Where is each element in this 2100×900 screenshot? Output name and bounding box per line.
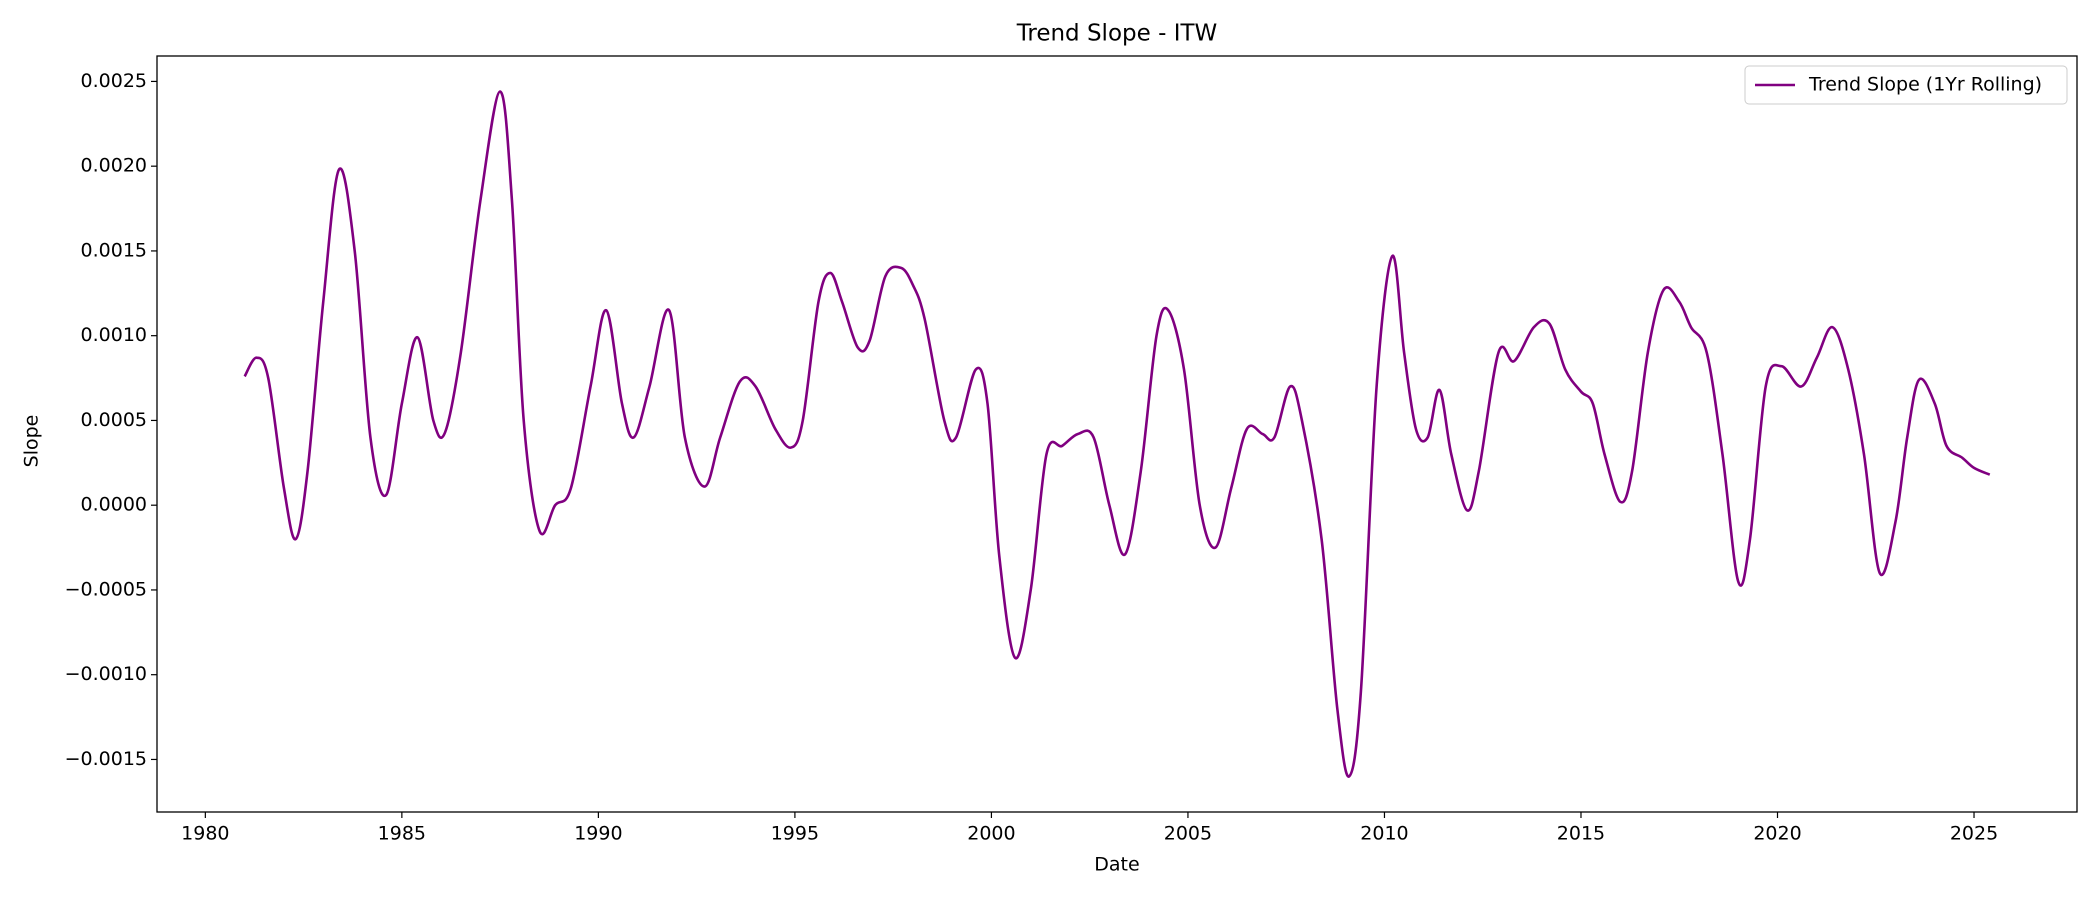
y-tick-label: −0.0005 xyxy=(65,578,147,600)
y-tick-label: −0.0015 xyxy=(65,748,147,770)
y-tick-label: 0.0010 xyxy=(81,324,147,346)
y-tick-label: 0.0015 xyxy=(81,239,147,261)
x-tick-label: 2010 xyxy=(1360,823,1408,845)
x-tick-label: 2000 xyxy=(967,823,1015,845)
x-tick-label: 2015 xyxy=(1557,823,1605,845)
y-tick-label: 0.0000 xyxy=(81,494,147,516)
legend-box xyxy=(1744,65,2068,105)
y-tick-label: −0.0010 xyxy=(65,663,147,685)
x-tick-label: 2025 xyxy=(1950,823,1998,845)
x-tick-label: 1980 xyxy=(181,823,229,845)
x-tick-label: 1995 xyxy=(771,823,819,845)
series-line xyxy=(243,90,1991,778)
y-axis-label: Slope xyxy=(21,415,43,468)
chart-title: Trend Slope - ITW xyxy=(1016,21,1218,47)
y-tick-label: 0.0020 xyxy=(81,155,147,177)
x-tick-label: 2005 xyxy=(1164,823,1212,845)
plot-frame xyxy=(156,55,2078,813)
y-tick-label: 0.0005 xyxy=(81,409,147,431)
legend-label: Trend Slope (1Yr Rolling) xyxy=(1808,74,2042,96)
x-tick-label: 1985 xyxy=(378,823,426,845)
x-tick-label: 2020 xyxy=(1753,823,1801,845)
y-tick-label: 0.0025 xyxy=(81,70,147,92)
x-axis-label: Date xyxy=(1094,854,1139,876)
x-tick-label: 1990 xyxy=(574,823,622,845)
